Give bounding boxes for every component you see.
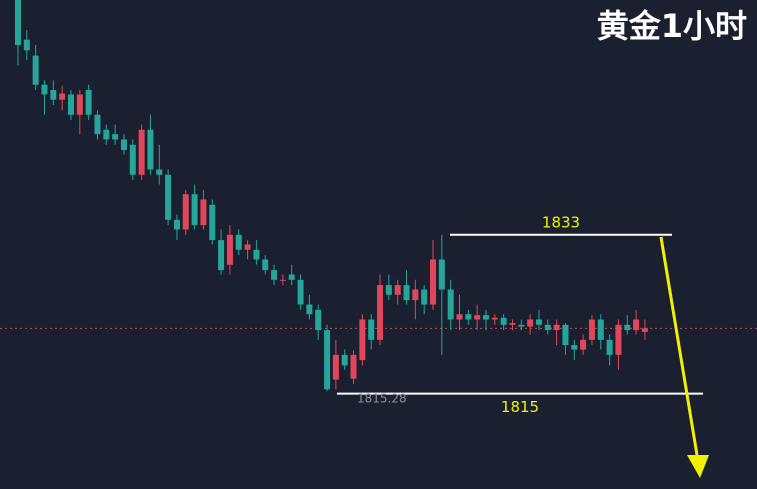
candle-body [23,39,30,51]
candle-body [156,169,163,175]
candle-body [297,279,304,305]
level-label: 1815 [501,398,539,416]
candle-body [59,93,66,100]
candle-body [491,317,498,320]
candle-body [500,317,507,325]
candle-body [306,304,313,315]
arrow [659,236,709,478]
chart-title: 黄金1小时 [597,7,747,45]
candle-body [41,84,48,95]
candle-body [191,194,198,226]
candle-body [226,234,233,265]
candle-body [262,259,269,271]
candle-body [288,274,295,280]
candle-body [324,330,331,390]
candle-body [209,204,216,241]
candle-body [394,285,401,295]
candle-body [385,285,392,295]
candle-body [571,345,578,350]
candle-body [182,194,189,230]
candle-body [50,90,57,100]
candle-body [76,94,83,115]
candle-body [580,339,587,350]
candle-body [332,354,339,380]
candle-body [588,319,595,340]
candle-body [562,324,569,346]
candle-body [112,134,119,140]
arrow-head [687,455,709,478]
candle-body [421,289,428,305]
candle-body [85,90,92,115]
candle-body [615,324,622,355]
candle-body [200,199,207,226]
candle-body [641,328,648,332]
candle-body [403,285,410,301]
candle-body [624,324,631,331]
candle-body [518,324,525,327]
level-label: 1833 [542,213,580,231]
candle-body [553,324,560,331]
candle-body [341,354,348,366]
candle-body [535,319,542,325]
candle-body [244,244,251,250]
candle-body [165,174,172,220]
candle-body [147,129,154,170]
candle-body [32,55,39,85]
candle-body [509,323,516,325]
candle-body [218,240,225,271]
candle-body [368,319,375,340]
candle-body [67,94,74,115]
candle-body [129,144,136,175]
candle-body [544,324,551,331]
candle-body [138,129,145,175]
candle-body [279,279,286,281]
candle-body [412,289,419,301]
candle-body [173,219,180,230]
candle-body [430,259,437,305]
candle-body [253,249,260,260]
candle-body [359,319,366,361]
candle-body [438,259,445,290]
candle-body [606,339,613,355]
candle-body [597,319,604,340]
candle-body [527,319,534,327]
candle-body [94,114,101,135]
candle-body [456,314,463,320]
candle-body [633,319,640,331]
candle-body [447,289,454,320]
arrow-shaft [659,236,699,456]
candle-body [103,129,110,140]
candle-body [465,314,472,320]
low-label: 1815.28 [357,392,407,406]
candle-body [120,139,127,151]
candle-body [315,309,322,331]
candle-body [377,285,384,340]
candle-body [271,270,278,280]
candle-body [482,315,489,320]
candle-body [474,315,481,320]
candle-body [350,354,357,379]
candle-body [235,234,242,250]
candle-body [15,0,21,46]
